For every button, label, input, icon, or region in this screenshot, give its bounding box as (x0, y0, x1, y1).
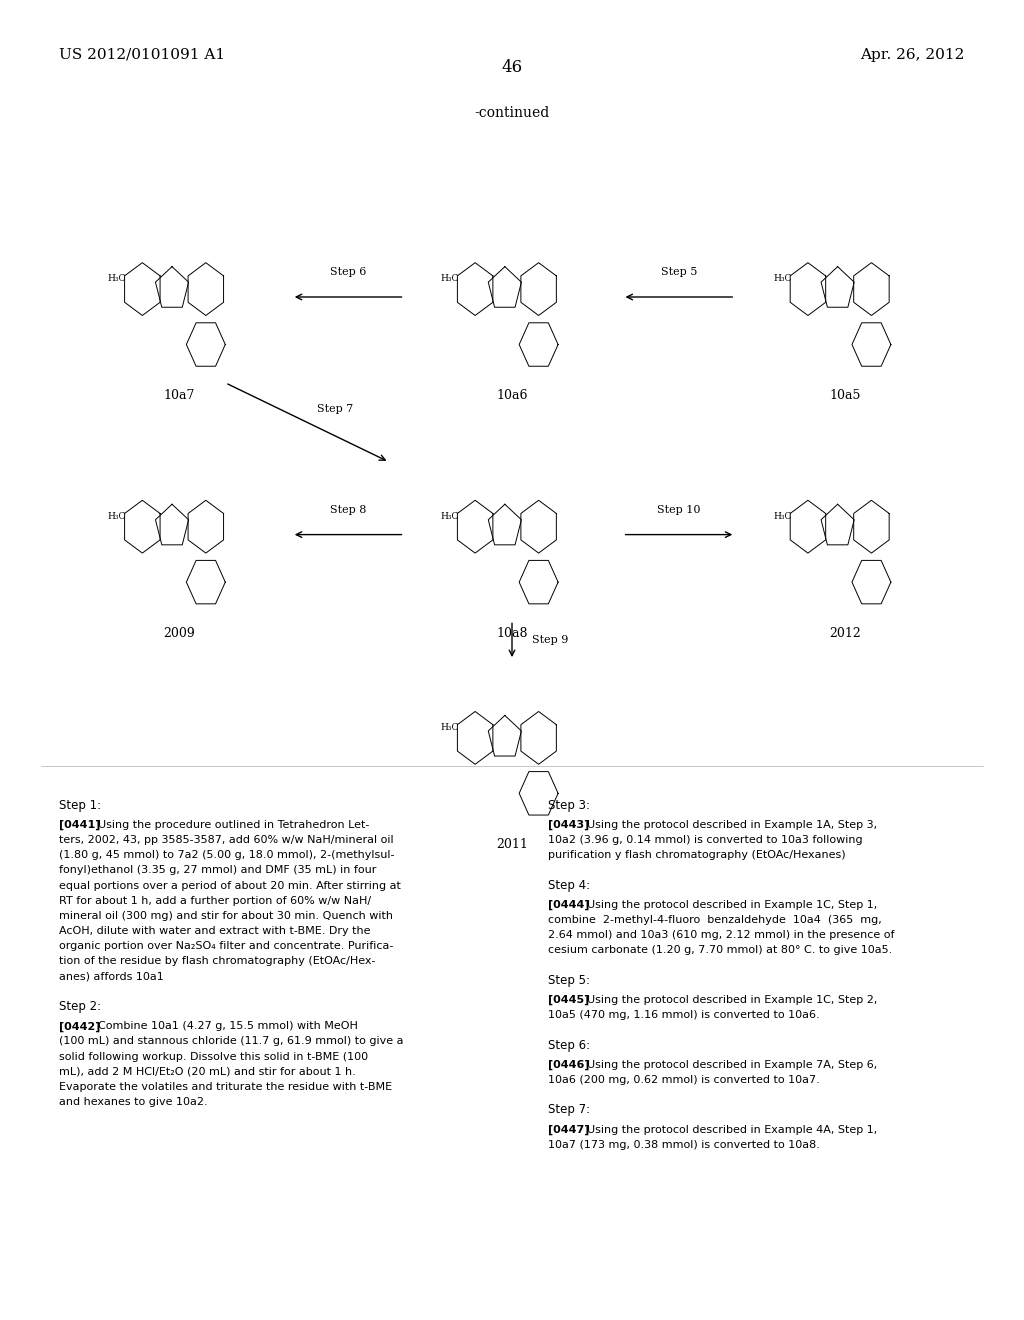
Text: 10a7 (173 mg, 0.38 mmol) is converted to 10a8.: 10a7 (173 mg, 0.38 mmol) is converted to… (548, 1140, 820, 1150)
Text: H₃C: H₃C (440, 275, 459, 282)
Text: Using the protocol described in Example 7A, Step 6,: Using the protocol described in Example … (580, 1060, 877, 1069)
Text: Using the protocol described in Example 1A, Step 3,: Using the protocol described in Example … (580, 820, 877, 830)
Text: Apr. 26, 2012: Apr. 26, 2012 (860, 48, 965, 62)
Text: [0443]: [0443] (548, 820, 589, 830)
Text: 46: 46 (502, 59, 522, 77)
Text: cesium carbonate (1.20 g, 7.70 mmol) at 80° C. to give 10a5.: cesium carbonate (1.20 g, 7.70 mmol) at … (548, 945, 892, 956)
Text: Using the protocol described in Example 1C, Step 1,: Using the protocol described in Example … (580, 900, 877, 909)
Text: AcOH, dilute with water and extract with t-BME. Dry the: AcOH, dilute with water and extract with… (59, 927, 371, 936)
Text: 2011: 2011 (496, 838, 528, 851)
Text: Using the protocol described in Example 4A, Step 1,: Using the protocol described in Example … (580, 1125, 877, 1135)
Text: (100 mL) and stannous chloride (11.7 g, 61.9 mmol) to give a: (100 mL) and stannous chloride (11.7 g, … (59, 1036, 403, 1047)
Text: 10a7: 10a7 (164, 389, 195, 403)
Text: Step 7:: Step 7: (548, 1104, 590, 1117)
Text: (1.80 g, 45 mmol) to 7a2 (5.00 g, 18.0 mmol), 2-(methylsul-: (1.80 g, 45 mmol) to 7a2 (5.00 g, 18.0 m… (59, 850, 395, 861)
Text: Step 5: Step 5 (660, 267, 697, 277)
Text: fonyl)ethanol (3.35 g, 27 mmol) and DMF (35 mL) in four: fonyl)ethanol (3.35 g, 27 mmol) and DMF … (59, 866, 377, 875)
Text: mineral oil (300 mg) and stir for about 30 min. Quench with: mineral oil (300 mg) and stir for about … (59, 911, 393, 921)
Text: Using the protocol described in Example 1C, Step 2,: Using the protocol described in Example … (580, 995, 878, 1005)
Text: 10a5 (470 mg, 1.16 mmol) is converted to 10a6.: 10a5 (470 mg, 1.16 mmol) is converted to… (548, 1010, 819, 1020)
Text: Step 8: Step 8 (330, 504, 367, 515)
Text: Step 10: Step 10 (657, 504, 700, 515)
Text: [0442]: [0442] (59, 1022, 100, 1031)
Text: Step 2:: Step 2: (59, 1001, 101, 1012)
Text: Step 4:: Step 4: (548, 879, 590, 891)
Text: 2009: 2009 (163, 627, 196, 640)
Text: H₃C: H₃C (773, 512, 792, 520)
Text: H₃C: H₃C (440, 723, 459, 731)
Text: solid following workup. Dissolve this solid in t-BME (100: solid following workup. Dissolve this so… (59, 1052, 369, 1061)
Text: Step 6: Step 6 (330, 267, 367, 277)
Text: Combine 10a1 (4.27 g, 15.5 mmol) with MeOH: Combine 10a1 (4.27 g, 15.5 mmol) with Me… (91, 1022, 358, 1031)
Text: H₃C: H₃C (773, 275, 792, 282)
Text: and hexanes to give 10a2.: and hexanes to give 10a2. (59, 1097, 208, 1107)
Text: 2.64 mmol) and 10a3 (610 mg, 2.12 mmol) in the presence of: 2.64 mmol) and 10a3 (610 mg, 2.12 mmol) … (548, 931, 894, 940)
Text: 10a6: 10a6 (497, 389, 527, 403)
Text: Step 6:: Step 6: (548, 1039, 590, 1052)
Text: [0446]: [0446] (548, 1060, 590, 1071)
Text: 10a2 (3.96 g, 0.14 mmol) is converted to 10a3 following: 10a2 (3.96 g, 0.14 mmol) is converted to… (548, 836, 862, 845)
Text: mL), add 2 M HCl/Et₂O (20 mL) and stir for about 1 h.: mL), add 2 M HCl/Et₂O (20 mL) and stir f… (59, 1067, 356, 1077)
Text: Step 3:: Step 3: (548, 799, 590, 812)
Text: organic portion over Na₂SO₄ filter and concentrate. Purifica-: organic portion over Na₂SO₄ filter and c… (59, 941, 394, 952)
Text: RT for about 1 h, add a further portion of 60% w/w NaH/: RT for about 1 h, add a further portion … (59, 896, 372, 906)
Text: H₃C: H₃C (440, 512, 459, 520)
Text: Evaporate the volatiles and triturate the residue with t-BME: Evaporate the volatiles and triturate th… (59, 1082, 392, 1092)
Text: [0447]: [0447] (548, 1125, 589, 1135)
Text: tion of the residue by flash chromatography (EtOAc/Hex-: tion of the residue by flash chromatogra… (59, 957, 376, 966)
Text: [0445]: [0445] (548, 995, 589, 1006)
Text: Step 5:: Step 5: (548, 974, 590, 987)
Text: equal portions over a period of about 20 min. After stirring at: equal portions over a period of about 20… (59, 880, 401, 891)
Text: Using the procedure outlined in Tetrahedron Let-: Using the procedure outlined in Tetrahed… (91, 820, 370, 830)
Text: purification y flash chromatography (EtOAc/Hexanes): purification y flash chromatography (EtO… (548, 850, 846, 861)
Text: H₃C: H₃C (108, 512, 126, 520)
Text: [0444]: [0444] (548, 900, 590, 909)
Text: H₃C: H₃C (108, 275, 126, 282)
Text: combine  2-methyl-4-fluoro  benzaldehyde  10a4  (365  mg,: combine 2-methyl-4-fluoro benzaldehyde 1… (548, 915, 882, 925)
Text: US 2012/0101091 A1: US 2012/0101091 A1 (59, 48, 225, 62)
Text: Step 7: Step 7 (317, 404, 353, 414)
Text: -continued: -continued (474, 106, 550, 120)
Text: Step 9: Step 9 (532, 635, 569, 645)
Text: Step 1:: Step 1: (59, 799, 101, 812)
Text: 10a5: 10a5 (829, 389, 860, 403)
Text: ters, 2002, 43, pp 3585-3587, add 60% w/w NaH/mineral oil: ters, 2002, 43, pp 3585-3587, add 60% w/… (59, 836, 394, 845)
Text: 10a6 (200 mg, 0.62 mmol) is converted to 10a7.: 10a6 (200 mg, 0.62 mmol) is converted to… (548, 1074, 819, 1085)
Text: anes) affords 10a1: anes) affords 10a1 (59, 972, 164, 982)
Text: 10a8: 10a8 (497, 627, 527, 640)
Text: [0441]: [0441] (59, 820, 100, 830)
Text: 2012: 2012 (828, 627, 861, 640)
